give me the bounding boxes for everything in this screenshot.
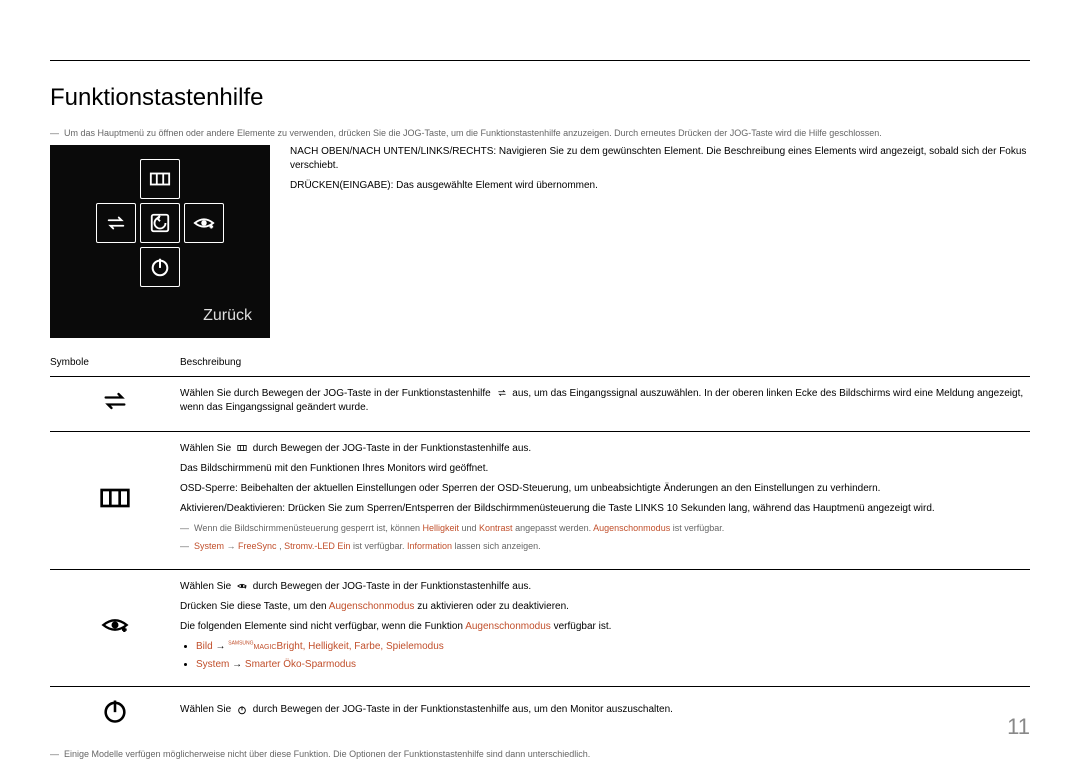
inline-eye-icon xyxy=(236,581,248,591)
page-top-rule xyxy=(50,60,1030,61)
table-row-menu: Wählen Sie durch Bewegen der JOG-Taste i… xyxy=(50,431,1030,569)
jog-down-power-icon xyxy=(140,247,180,287)
eye-desc: Wählen Sie durch Bewegen der JOG-Taste i… xyxy=(180,569,1030,686)
jog-right-eye-icon xyxy=(184,203,224,243)
table-row-eye: Wählen Sie durch Bewegen der JOG-Taste i… xyxy=(50,569,1030,686)
intro-press-text: DRÜCKEN(EINGABE): Das ausgewählte Elemen… xyxy=(290,179,1030,193)
intro-text: NACH OBEN/NACH UNTEN/LINKS/RECHTS: Navig… xyxy=(290,145,1030,337)
intro-navigation-text: NACH OBEN/NACH UNTEN/LINKS/RECHTS: Navig… xyxy=(290,145,1030,173)
inline-source-icon xyxy=(496,388,508,398)
jog-up-menu-icon xyxy=(140,159,180,199)
jog-left-source-icon xyxy=(96,203,136,243)
table-row-source: Wählen Sie durch Bewegen der JOG-Taste i… xyxy=(50,376,1030,431)
col-header-desc: Beschreibung xyxy=(180,350,1030,377)
menu-desc: Wählen Sie durch Bewegen der JOG-Taste i… xyxy=(180,431,1030,569)
page-number: 11 xyxy=(1007,712,1030,743)
symbol-table: Symbole Beschreibung Wählen Sie durch Be… xyxy=(50,350,1030,740)
power-desc: Wählen Sie durch Bewegen der JOG-Taste i… xyxy=(180,686,1030,740)
eye-icon xyxy=(50,569,180,686)
power-icon xyxy=(50,686,180,740)
source-icon xyxy=(50,376,180,431)
table-row-power: Wählen Sie durch Bewegen der JOG-Taste i… xyxy=(50,686,1030,740)
jog-guide-panel: Zurück xyxy=(50,145,270,337)
footer-note: Einige Modelle verfügen möglicherweise n… xyxy=(50,748,1030,761)
intro-note: Um das Hauptmenü zu öffnen oder andere E… xyxy=(50,127,1030,140)
inline-power-icon xyxy=(236,705,248,715)
eye-bullet-1: Bild → SAMSUNGMAGICBright, Helligkeit, F… xyxy=(196,640,1030,654)
menu-icon xyxy=(50,431,180,569)
intro-row: Zurück NACH OBEN/NACH UNTEN/LINKS/RECHTS… xyxy=(50,145,1030,337)
eye-bullet-2: System → Smarter Öko-Sparmodus xyxy=(196,658,1030,672)
inline-menu-icon xyxy=(236,443,248,453)
jog-back-label: Zurück xyxy=(50,305,270,327)
jog-grid xyxy=(96,159,224,287)
col-header-symbol: Symbole xyxy=(50,350,180,377)
jog-center-icon xyxy=(140,203,180,243)
page-title: Funktionstastenhilfe xyxy=(50,81,1030,115)
source-desc: Wählen Sie durch Bewegen der JOG-Taste i… xyxy=(180,376,1030,431)
